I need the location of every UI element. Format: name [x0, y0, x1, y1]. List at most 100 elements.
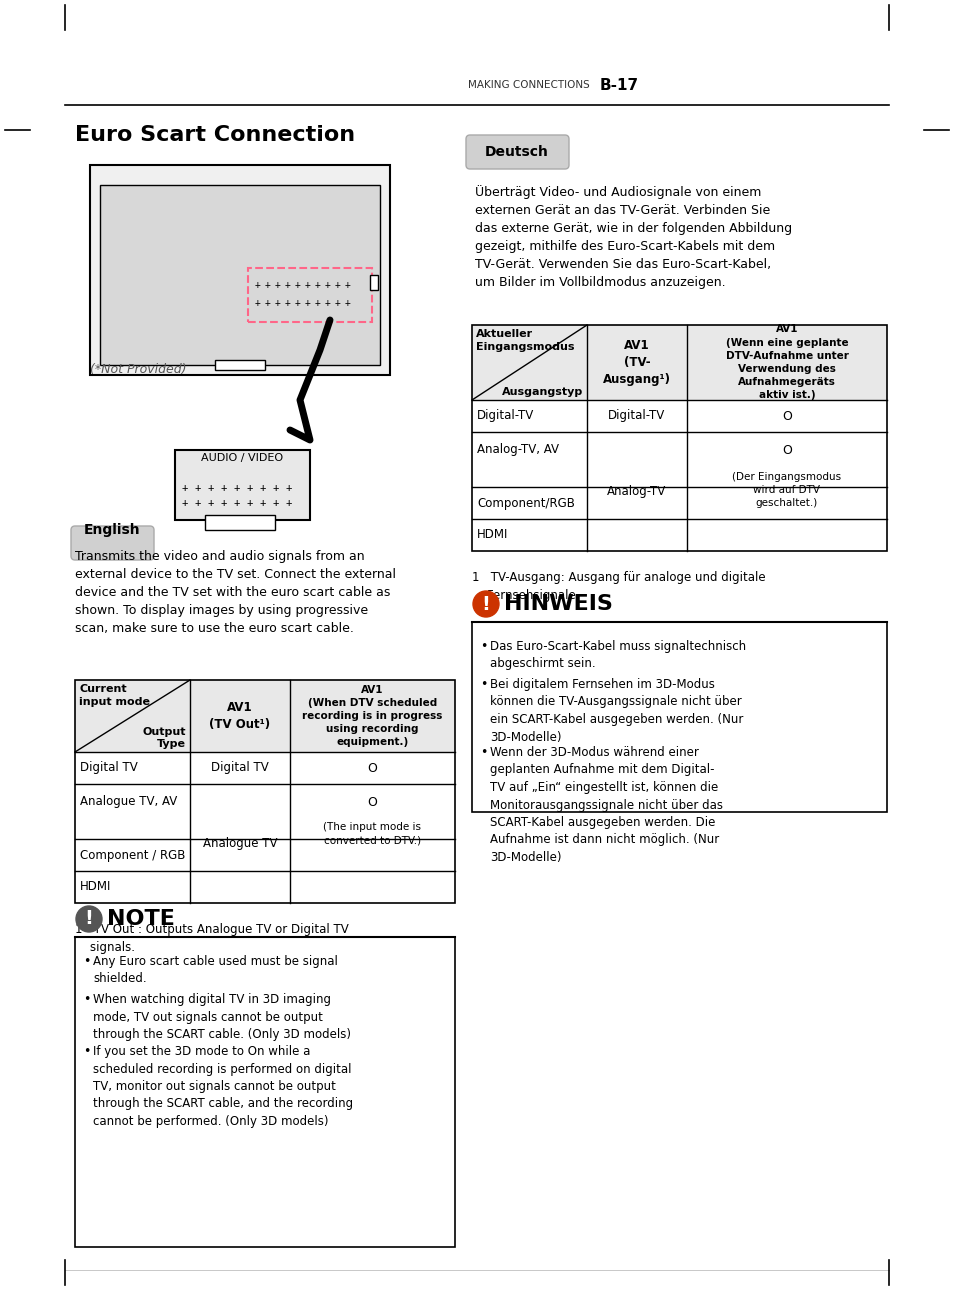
Text: AV1
(TV-
Ausgang¹): AV1 (TV- Ausgang¹) — [602, 340, 670, 386]
Text: +: + — [325, 298, 331, 309]
Text: +: + — [233, 498, 240, 507]
Text: +: + — [233, 483, 240, 493]
Text: When watching digital TV in 3D imaging
mode, TV out signals cannot be output
thr: When watching digital TV in 3D imaging m… — [92, 993, 351, 1041]
FancyBboxPatch shape — [465, 136, 568, 169]
Text: (The input mode is
converted to DTV.): (The input mode is converted to DTV.) — [323, 822, 421, 846]
Text: Deutsch: Deutsch — [484, 145, 548, 159]
Text: +: + — [273, 483, 279, 493]
Bar — [472, 325, 886, 400]
Text: Transmits the video and audio signals from an
external device to the TV set. Con: Transmits the video and audio signals fr… — [75, 550, 395, 635]
Bar — [472, 622, 886, 812]
Text: AV1
(TV Out¹): AV1 (TV Out¹) — [210, 701, 271, 731]
Text: Analog-TV: Analog-TV — [607, 485, 666, 498]
Text: •: • — [83, 1044, 91, 1059]
Text: •: • — [479, 640, 487, 653]
Text: +: + — [254, 280, 261, 290]
Text: AUDIO / VIDEO: AUDIO / VIDEO — [201, 453, 283, 463]
Text: +: + — [285, 298, 291, 309]
Text: HDMI: HDMI — [476, 528, 508, 541]
Text: (Der Eingangsmodus
wird auf DTV
geschaltet.): (Der Eingangsmodus wird auf DTV geschalt… — [732, 473, 841, 509]
Text: +: + — [208, 498, 213, 507]
Text: +: + — [305, 280, 311, 290]
Text: Überträgt Video- und Audiosignale von einem
externen Gerät an das TV-Gerät. Verb: Überträgt Video- und Audiosignale von ei… — [475, 185, 791, 289]
Text: Output
Type: Output Type — [142, 727, 186, 749]
Text: +: + — [182, 483, 188, 493]
Bar — [90, 165, 390, 374]
Text: +: + — [182, 498, 188, 507]
Text: Digital TV: Digital TV — [80, 762, 137, 775]
Text: +: + — [325, 280, 331, 290]
Text: !: ! — [481, 594, 490, 613]
Text: +: + — [335, 280, 340, 290]
Circle shape — [473, 591, 498, 617]
Text: Bei digitalem Fernsehen im 3D-Modus
können die TV-Ausgangssignale nicht über
ein: Bei digitalem Fernsehen im 3D-Modus könn… — [490, 678, 742, 744]
Text: +: + — [208, 483, 213, 493]
Text: +: + — [194, 483, 201, 493]
Text: O: O — [781, 409, 791, 422]
Text: +: + — [221, 498, 227, 507]
Text: •: • — [479, 678, 487, 691]
Text: +: + — [305, 298, 311, 309]
Text: AV1
(Wenn eine geplante
DTV-Aufnahme unter
Verwendung des
Aufnahmegeräts
aktiv i: AV1 (Wenn eine geplante DTV-Aufnahme unt… — [725, 324, 847, 400]
Text: +: + — [286, 483, 292, 493]
Text: English: English — [84, 523, 140, 537]
Text: Digital-TV: Digital-TV — [476, 409, 534, 422]
Bar — [75, 937, 455, 1247]
Bar — [472, 325, 886, 551]
Text: Analogue TV, AV: Analogue TV, AV — [80, 795, 177, 808]
Text: +: + — [273, 498, 279, 507]
Text: •: • — [479, 746, 487, 759]
Text: Wenn der 3D-Modus während einer
geplanten Aufnahme mit dem Digital-
TV auf „Ein“: Wenn der 3D-Modus während einer geplante… — [490, 746, 722, 864]
Text: 1   TV-Ausgang: Ausgang für analoge und digitale
    Fernsehsignale.: 1 TV-Ausgang: Ausgang für analoge und di… — [472, 571, 765, 602]
Bar — [205, 515, 274, 531]
Text: +: + — [345, 280, 351, 290]
Text: HINWEIS: HINWEIS — [503, 594, 612, 615]
Text: Current
input mode: Current input mode — [79, 684, 150, 707]
Text: +: + — [259, 498, 266, 507]
Text: +: + — [314, 280, 320, 290]
Text: +: + — [314, 298, 320, 309]
Text: +: + — [265, 298, 271, 309]
Text: Ausgangstyp: Ausgangstyp — [501, 387, 582, 398]
Text: NOTE: NOTE — [107, 909, 174, 930]
Text: +: + — [294, 280, 300, 290]
Text: +: + — [221, 483, 227, 493]
Text: +: + — [286, 498, 292, 507]
Text: O: O — [367, 762, 377, 775]
Text: Das Euro-Scart-Kabel muss signaltechnisch
abgeschirmt sein.: Das Euro-Scart-Kabel muss signaltechnisc… — [490, 640, 745, 670]
Text: O: O — [781, 444, 791, 457]
Text: Analog-TV, AV: Analog-TV, AV — [476, 443, 558, 456]
Text: +: + — [294, 298, 300, 309]
Text: Component/RGB: Component/RGB — [476, 497, 575, 510]
Text: +: + — [194, 498, 201, 507]
Text: Any Euro scart cable used must be signal
shielded.: Any Euro scart cable used must be signal… — [92, 955, 337, 985]
Text: Digital-TV: Digital-TV — [608, 409, 665, 422]
Text: •: • — [83, 955, 91, 968]
Text: +: + — [247, 498, 253, 507]
Text: +: + — [335, 298, 340, 309]
Text: +: + — [274, 280, 280, 290]
Text: !: ! — [85, 909, 93, 928]
Text: Euro Scart Connection: Euro Scart Connection — [75, 125, 355, 145]
Bar — [214, 360, 265, 371]
Text: +: + — [259, 483, 266, 493]
Text: (*Not Provided): (*Not Provided) — [90, 364, 186, 377]
Text: Aktueller
Eingangsmodus: Aktueller Eingangsmodus — [476, 329, 574, 352]
Circle shape — [76, 906, 102, 932]
Text: +: + — [274, 298, 280, 309]
FancyBboxPatch shape — [71, 525, 153, 560]
Text: 1   TV Out : Outputs Analogue TV or Digital TV
    signals.: 1 TV Out : Outputs Analogue TV or Digita… — [75, 923, 349, 954]
Text: •: • — [83, 993, 91, 1006]
Text: O: O — [367, 795, 377, 808]
FancyBboxPatch shape — [174, 451, 310, 520]
Text: Digital TV: Digital TV — [211, 762, 269, 775]
Text: Component / RGB: Component / RGB — [80, 848, 185, 861]
Bar — [370, 275, 377, 290]
Text: Analogue TV: Analogue TV — [203, 837, 277, 849]
Text: B-17: B-17 — [599, 77, 639, 93]
Bar — [75, 680, 455, 751]
Text: +: + — [265, 280, 271, 290]
Text: +: + — [247, 483, 253, 493]
Text: MAKING CONNECTIONS: MAKING CONNECTIONS — [468, 80, 589, 90]
Text: +: + — [285, 280, 291, 290]
